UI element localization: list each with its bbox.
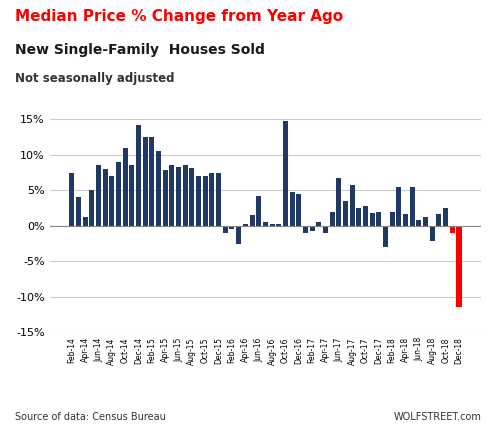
Bar <box>316 222 321 226</box>
Text: Median Price % Change from Year Ago: Median Price % Change from Year Ago <box>15 9 343 23</box>
Bar <box>176 167 181 226</box>
Bar <box>123 148 127 226</box>
Bar <box>169 165 175 226</box>
Bar <box>450 226 455 233</box>
Bar <box>310 226 314 231</box>
Bar <box>336 178 341 226</box>
Bar <box>370 213 374 226</box>
Bar <box>236 226 241 244</box>
Bar <box>156 151 161 226</box>
Text: New Single-Family  Houses Sold: New Single-Family Houses Sold <box>15 43 265 57</box>
Bar <box>430 226 435 242</box>
Bar <box>143 137 148 226</box>
Bar <box>103 169 108 226</box>
Bar <box>396 187 401 226</box>
Text: Not seasonally adjusted: Not seasonally adjusted <box>15 72 175 86</box>
Bar <box>116 162 121 226</box>
Bar <box>82 217 88 226</box>
Bar <box>89 190 94 226</box>
Bar <box>343 201 348 226</box>
Bar <box>423 217 428 226</box>
Bar <box>149 137 154 226</box>
Bar <box>256 196 261 226</box>
Bar <box>443 208 448 226</box>
Bar <box>323 226 328 233</box>
Bar <box>283 121 288 226</box>
Bar <box>136 125 141 226</box>
Bar <box>216 173 221 226</box>
Bar <box>209 173 214 226</box>
Bar <box>350 184 355 226</box>
Bar <box>163 170 168 226</box>
Bar <box>76 197 81 226</box>
Bar <box>69 173 74 226</box>
Bar <box>109 176 114 226</box>
Bar <box>410 187 415 226</box>
Bar <box>183 165 188 226</box>
Bar <box>96 165 101 226</box>
Bar <box>390 212 395 226</box>
Bar <box>296 194 301 226</box>
Bar <box>330 212 335 226</box>
Bar <box>417 220 422 226</box>
Bar <box>363 206 368 226</box>
Bar <box>403 214 408 226</box>
Text: Source of data: Census Bureau: Source of data: Census Bureau <box>15 412 166 422</box>
Bar <box>196 176 201 226</box>
Bar <box>243 224 248 226</box>
Text: WOLFSTREET.com: WOLFSTREET.com <box>393 412 481 422</box>
Bar <box>230 226 235 229</box>
Bar <box>356 208 362 226</box>
Bar <box>383 226 388 247</box>
Bar <box>269 225 275 226</box>
Bar <box>290 192 295 226</box>
Bar <box>456 226 461 308</box>
Bar <box>203 176 208 226</box>
Bar <box>376 212 381 226</box>
Bar <box>303 226 308 233</box>
Bar <box>189 167 194 226</box>
Bar <box>129 165 134 226</box>
Bar <box>223 226 228 233</box>
Bar <box>276 224 281 226</box>
Bar <box>249 215 254 226</box>
Bar <box>263 222 268 226</box>
Bar <box>436 214 441 226</box>
